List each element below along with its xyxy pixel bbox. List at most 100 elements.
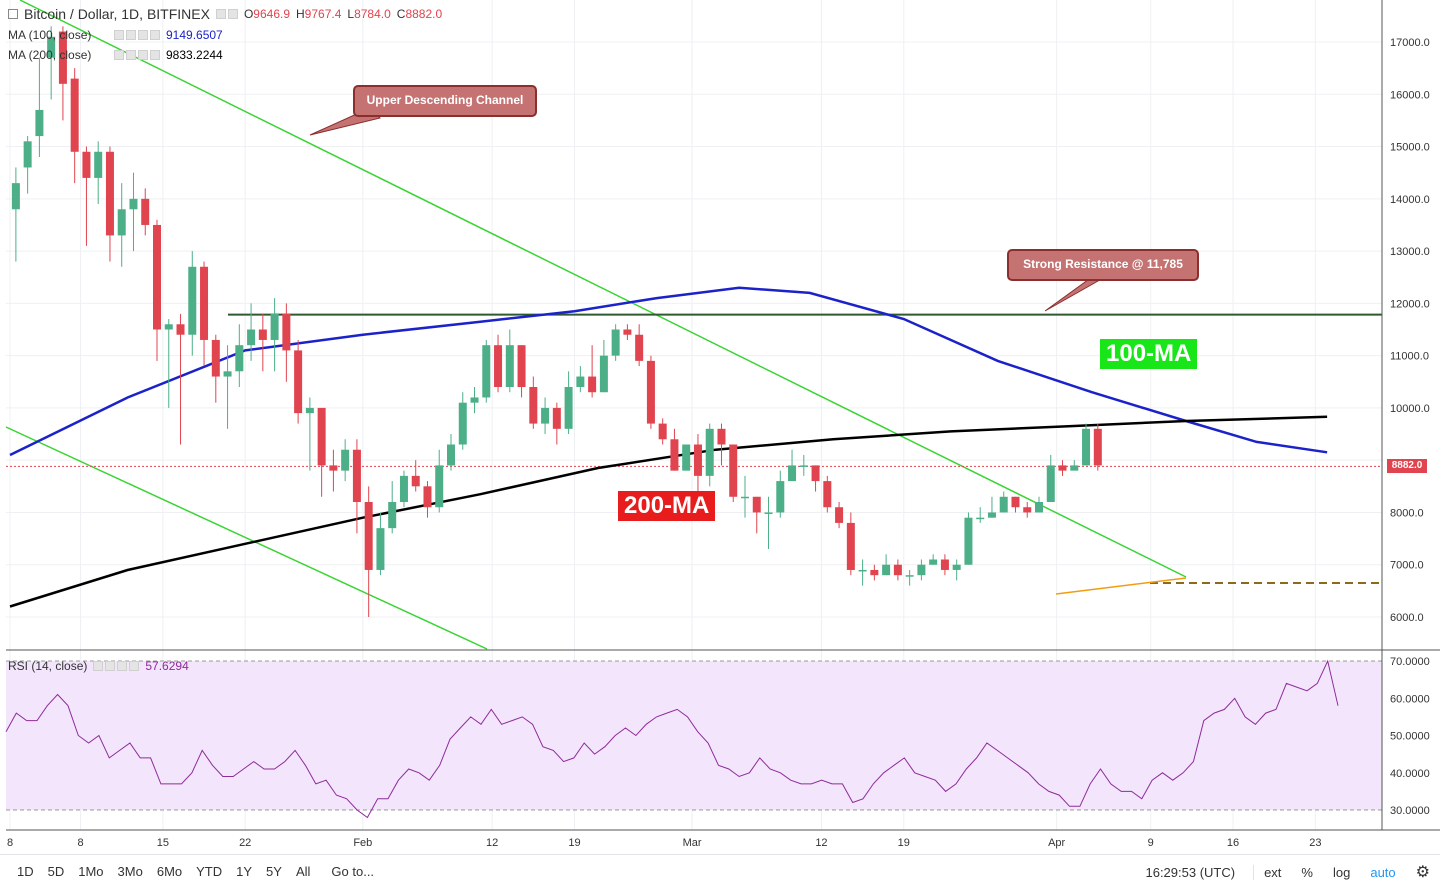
candle-body (153, 224, 161, 330)
time-tick-label: 23 (1309, 837, 1321, 849)
candle-body (976, 517, 985, 520)
last-price-tag: 8882.0 (1387, 459, 1427, 473)
candle-body (270, 313, 279, 340)
range-1mo-button[interactable]: 1Mo (78, 864, 104, 879)
candle-body (423, 486, 432, 508)
legend-controls[interactable] (215, 9, 238, 19)
legend-rsi: RSI (14, close) 57.6294 (8, 659, 189, 673)
candle-body (752, 496, 761, 513)
range-all-button[interactable]: All (295, 864, 311, 879)
candle-body (435, 465, 444, 508)
candle-body (541, 407, 550, 424)
time-tick-label: 8 (7, 837, 13, 849)
price-tick-label: 12000.0 (1390, 298, 1430, 310)
resistance-callout[interactable]: Strong Resistance @ 11,785 (1007, 249, 1199, 281)
rsi-legend-controls[interactable] (93, 661, 140, 671)
candle-body (1070, 465, 1079, 471)
candle-body (294, 350, 303, 414)
candle-body (1046, 465, 1055, 502)
candle-body (105, 151, 114, 236)
lower-channel-line (5, 426, 488, 650)
rsi-legend-label[interactable]: RSI (14, close) (8, 659, 88, 673)
candle-body (411, 475, 420, 487)
ohlc-open: O9646.9 (243, 7, 290, 21)
collapse-icon[interactable] (8, 9, 18, 19)
log-toggle[interactable]: log (1332, 864, 1351, 880)
candle-body (658, 423, 667, 440)
candle-body (494, 345, 503, 387)
candle-body (599, 355, 608, 393)
ohlc-high: H9767.4 (296, 7, 342, 21)
range-5d-button[interactable]: 5D (47, 864, 65, 879)
candle-body (470, 397, 479, 403)
utc-clock[interactable]: 16:29:53 (UTC) (1135, 864, 1255, 880)
ext-toggle[interactable]: ext (1264, 864, 1282, 880)
range-ytd-button[interactable]: YTD (196, 864, 223, 879)
ma100-tag: 100-MA (1100, 339, 1198, 369)
time-tick-label: 22 (239, 837, 251, 849)
candle-body (858, 569, 867, 572)
time-tick-label: 8 (77, 837, 83, 849)
goto-button[interactable]: Go to... (331, 864, 375, 879)
candle-body (141, 198, 150, 225)
legend-ma200: MA (200, close) 9833.2244 (8, 48, 223, 62)
candle-body (623, 329, 632, 335)
range-3mo-button[interactable]: 3Mo (117, 864, 143, 879)
candle-body (200, 266, 209, 340)
ma200-legend-label[interactable]: MA (200, close) (8, 48, 92, 62)
candle-body (505, 345, 514, 387)
candle-body (693, 444, 702, 476)
upper-channel-callout[interactable]: Upper Descending Channel (353, 85, 537, 117)
candle-body (588, 376, 597, 393)
candle-body (552, 407, 561, 429)
price-axes: 6000.0 7000.0 8000.0 10000.0 11000.0 12000.0 1… (6, 0, 1440, 849)
candle-body (94, 151, 103, 178)
candle-body (129, 198, 138, 210)
price-tick-label: 8000.0 (1390, 507, 1424, 519)
candle-body (893, 564, 902, 576)
candle-body (399, 475, 408, 502)
ma200-legend-controls[interactable] (114, 50, 160, 60)
rsi-tick-label: 50.0000 (1390, 731, 1430, 743)
candle-body (341, 449, 350, 471)
rsi-line (5, 659, 1339, 819)
percent-toggle[interactable]: % (1301, 864, 1313, 880)
ma200-tag: 200-MA (618, 491, 716, 521)
settings-gear-icon[interactable]: ⚙ (1415, 864, 1430, 881)
rsi-band (6, 661, 1382, 810)
candle-body (1093, 428, 1102, 466)
candle-body (247, 329, 256, 346)
range-6mo-button[interactable]: 6Mo (156, 864, 183, 879)
range-1y-button[interactable]: 1Y (236, 864, 253, 879)
candle-body (611, 329, 620, 356)
candle-body (764, 512, 773, 514)
candle-body (364, 502, 373, 570)
candle-body (999, 496, 1008, 513)
candle-body (517, 345, 526, 387)
candle-body (835, 507, 844, 523)
range-1d-button[interactable]: 1D (17, 864, 34, 879)
candle-body (729, 444, 738, 497)
ma100-legend-label[interactable]: MA (100, close) (8, 28, 92, 42)
resistance-callout-pointer (1044, 276, 1107, 312)
range-5y-button[interactable]: 5Y (266, 864, 282, 879)
rsi-tick-label: 40.0000 (1390, 768, 1430, 780)
rsi-tick-label: 30.0000 (1390, 805, 1430, 817)
auto-toggle[interactable]: auto (1370, 864, 1396, 880)
candle-body (258, 329, 267, 340)
candle-body (964, 517, 973, 565)
candle-body (917, 564, 926, 576)
candle-body (905, 575, 914, 577)
candle-body (564, 387, 573, 429)
ma100-legend-controls[interactable] (114, 30, 160, 40)
price-tick-label: 11000.0 (1390, 351, 1429, 363)
candle-body (870, 569, 879, 576)
time-tick-label: 19 (898, 837, 910, 849)
candle-body (1011, 496, 1020, 508)
time-tick-label: 12 (486, 837, 498, 849)
symbol-title[interactable]: Bitcoin / Dollar, 1D, BITFINEX (24, 6, 210, 22)
candle-body (1082, 428, 1091, 466)
time-tick-label: 16 (1227, 837, 1239, 849)
candle-body (176, 324, 185, 335)
